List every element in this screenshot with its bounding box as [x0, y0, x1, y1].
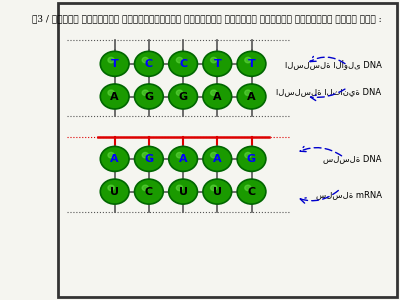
Circle shape: [245, 185, 251, 190]
Circle shape: [134, 179, 163, 204]
Circle shape: [245, 90, 251, 95]
Text: C: C: [145, 187, 153, 196]
Text: A: A: [247, 92, 256, 101]
Text: C: C: [179, 59, 187, 69]
Text: A: A: [213, 154, 222, 164]
Circle shape: [245, 152, 251, 158]
Circle shape: [245, 57, 251, 63]
Text: G: G: [144, 92, 154, 101]
Text: T: T: [111, 59, 118, 69]
Text: سلسلة mRNA: سلسلة mRNA: [316, 190, 382, 199]
Text: U: U: [110, 187, 119, 196]
Circle shape: [210, 152, 217, 158]
Text: A: A: [110, 92, 119, 101]
Circle shape: [210, 57, 217, 63]
Circle shape: [134, 146, 163, 171]
Circle shape: [237, 179, 266, 204]
Circle shape: [176, 185, 183, 190]
Circle shape: [169, 84, 198, 109]
Circle shape: [176, 57, 183, 63]
Text: U: U: [178, 187, 188, 196]
Circle shape: [100, 146, 129, 171]
Circle shape: [134, 84, 163, 109]
Text: G: G: [178, 92, 188, 101]
Circle shape: [237, 84, 266, 109]
Circle shape: [100, 84, 129, 109]
Text: C: C: [145, 59, 153, 69]
Text: السلسلة الأولى DNA: السلسلة الأولى DNA: [285, 60, 382, 70]
Circle shape: [100, 179, 129, 204]
Circle shape: [108, 185, 114, 190]
Circle shape: [169, 51, 198, 76]
Circle shape: [237, 146, 266, 171]
Circle shape: [237, 51, 266, 76]
Text: U: U: [213, 187, 222, 196]
Circle shape: [210, 90, 217, 95]
FancyBboxPatch shape: [58, 3, 397, 297]
Text: A: A: [213, 92, 222, 101]
Circle shape: [142, 57, 148, 63]
Circle shape: [210, 185, 217, 190]
Circle shape: [142, 90, 148, 95]
Text: سلسلة DNA: سلسلة DNA: [323, 154, 382, 164]
Circle shape: [203, 51, 232, 76]
Text: C: C: [248, 187, 256, 196]
Circle shape: [108, 90, 114, 95]
Circle shape: [142, 185, 148, 190]
Text: A: A: [179, 154, 188, 164]
Circle shape: [134, 51, 163, 76]
Circle shape: [142, 152, 148, 158]
Circle shape: [169, 179, 198, 204]
Text: G: G: [144, 154, 154, 164]
Circle shape: [100, 51, 129, 76]
Circle shape: [203, 146, 232, 171]
Text: G: G: [247, 154, 256, 164]
Text: T: T: [214, 59, 221, 69]
Text: س3 / اكملي القواعد النيتروجينة المكملة لسلاسل الحموض النووية فيما يلي :: س3 / اكملي القواعد النيتروجينة المكملة ل…: [32, 15, 382, 24]
Circle shape: [176, 152, 183, 158]
Circle shape: [176, 90, 183, 95]
Circle shape: [203, 84, 232, 109]
Text: A: A: [110, 154, 119, 164]
Circle shape: [203, 179, 232, 204]
Circle shape: [108, 152, 114, 158]
Circle shape: [108, 57, 114, 63]
Text: السلسلة الثانية DNA: السلسلة الثانية DNA: [276, 88, 382, 97]
Circle shape: [169, 146, 198, 171]
Text: T: T: [248, 59, 255, 69]
